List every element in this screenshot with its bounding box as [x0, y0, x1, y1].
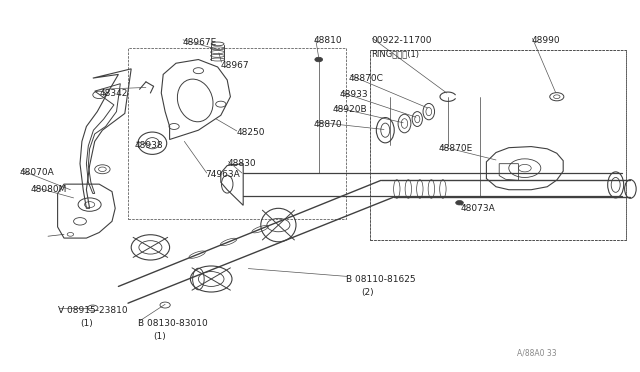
- Text: 48250: 48250: [237, 128, 266, 137]
- Text: 48938: 48938: [134, 141, 163, 150]
- Text: 48070A: 48070A: [19, 169, 54, 177]
- Circle shape: [315, 57, 323, 62]
- Text: (1): (1): [154, 332, 166, 341]
- Text: 74963A: 74963A: [205, 170, 239, 179]
- Text: 48810: 48810: [314, 36, 342, 45]
- Bar: [370, 50, 626, 240]
- Text: 48920B: 48920B: [333, 105, 367, 114]
- Text: 48870E: 48870E: [438, 144, 473, 153]
- Bar: [128, 48, 346, 219]
- Text: A/88A0 33: A/88A0 33: [517, 349, 557, 358]
- Text: B 08130-83010: B 08130-83010: [138, 319, 207, 328]
- Text: 48967: 48967: [221, 61, 250, 70]
- Text: 48342: 48342: [99, 89, 127, 97]
- Text: 48933: 48933: [339, 90, 368, 99]
- Text: (1): (1): [80, 319, 93, 328]
- Text: 48080M: 48080M: [31, 185, 67, 194]
- Text: 48870: 48870: [314, 120, 342, 129]
- Text: B 08110-81625: B 08110-81625: [346, 275, 415, 283]
- Text: 00922-11700: 00922-11700: [371, 36, 432, 45]
- Text: 48990: 48990: [531, 36, 560, 45]
- Text: 48073A: 48073A: [461, 204, 495, 213]
- Text: 48830: 48830: [227, 159, 256, 168]
- Text: (2): (2): [362, 288, 374, 296]
- Text: V 08915-23810: V 08915-23810: [58, 306, 127, 315]
- Text: 48967E: 48967E: [182, 38, 217, 47]
- Circle shape: [456, 201, 463, 205]
- Text: 48870C: 48870C: [349, 74, 383, 83]
- Text: RINGリング(1): RINGリング(1): [371, 49, 419, 58]
